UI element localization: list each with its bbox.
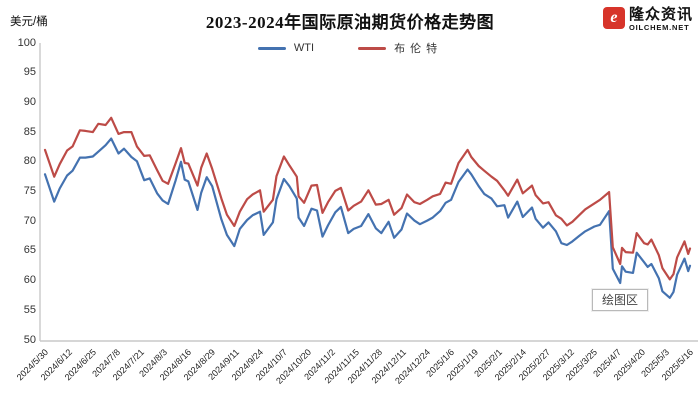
y-tick-label: 90 [23, 95, 36, 108]
legend-item-brent[interactable]: 布伦特 [358, 40, 442, 56]
oilchem-logo[interactable]: e 隆众资讯 OILCHEM.NET [602, 7, 693, 32]
legend-line-swatch [257, 46, 286, 50]
y-tick-label: 60 [23, 274, 36, 287]
legend-label: WTI [293, 42, 315, 54]
brent-line[interactable] [43, 116, 692, 281]
y-tick-label: 95 [23, 66, 36, 79]
logo-brand-name: 隆众资讯 [628, 6, 693, 23]
y-tick-label: 65 [23, 244, 36, 257]
oilchem-logo-icon: e [602, 7, 625, 29]
legend-line-swatch [358, 46, 387, 50]
y-tick-label: 100 [17, 36, 36, 49]
y-tick-label: 85 [23, 125, 36, 138]
chart-legend: WTI 布伦特 [0, 40, 700, 56]
legend-item-wti[interactable]: WTI [257, 40, 315, 56]
plot-area-tooltip: 绘图区 [592, 289, 649, 312]
legend-label: 布伦特 [394, 43, 443, 55]
y-tick-label: 55 [23, 303, 36, 316]
y-axis-unit-label: 美元/桶 [10, 16, 48, 28]
logo-domain: OILCHEM.NET [628, 23, 690, 32]
chart-title: 2023-2024年国际原油期货价格走势图 [205, 13, 495, 32]
oilchem-logo-text: 隆众资讯 OILCHEM.NET [629, 7, 693, 32]
y-tick-label: 75 [23, 185, 36, 197]
wti-line[interactable] [43, 137, 692, 299]
y-tick-label: 70 [23, 214, 36, 227]
y-tick-label: 50 [23, 333, 36, 346]
y-tick-label: 80 [23, 155, 36, 168]
